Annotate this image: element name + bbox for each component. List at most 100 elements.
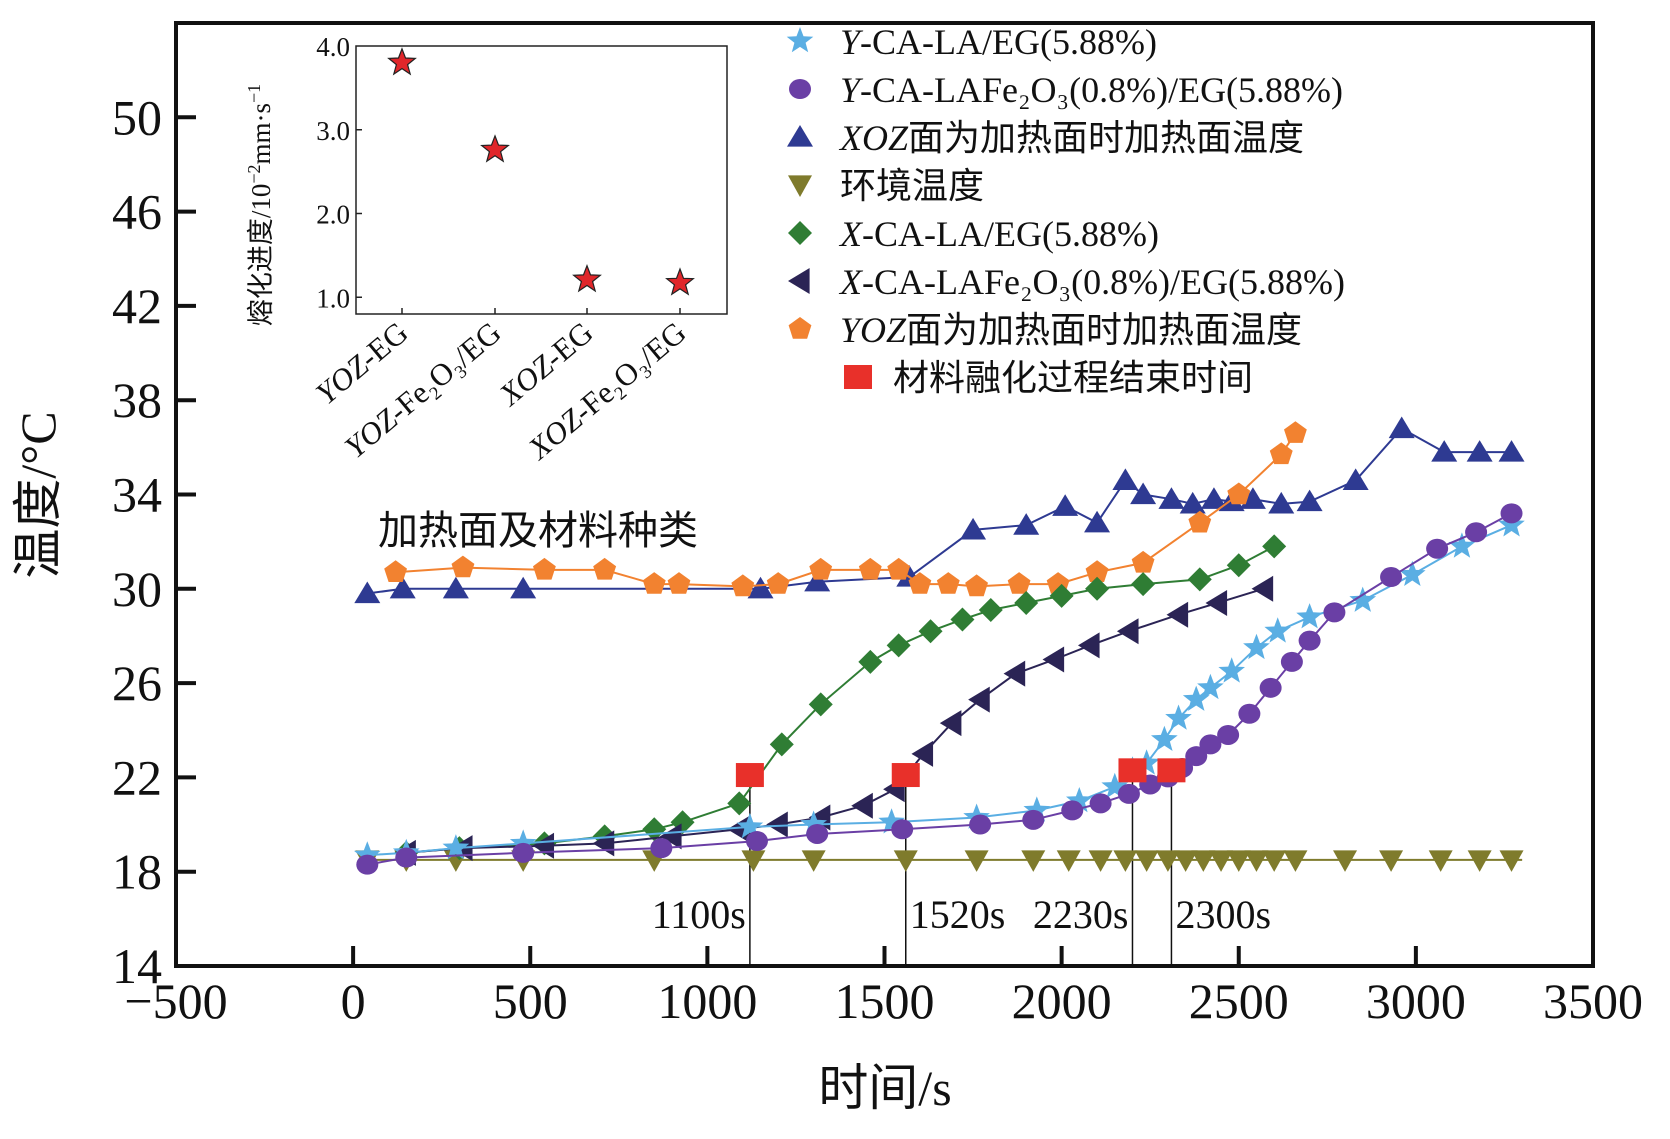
data-point [1061,800,1084,821]
data-point [936,572,960,594]
data-point [1349,586,1377,612]
data-point [1112,468,1139,490]
legend-label: YOZ面为加热面时加热面温度 [840,310,1302,350]
legend-item: 环境温度 [788,166,984,206]
x-tick-label: 2000 [1012,973,1112,1029]
data-point [809,557,833,580]
annotation-heating-face: 加热面及材料种类 [378,508,698,553]
data-point [887,557,911,580]
legend-marker-diamond [788,221,812,245]
data-point [1226,553,1251,578]
data-point [1179,491,1206,514]
data-point [1188,510,1212,533]
y-tick-label: 38 [112,372,162,428]
data-point [1066,787,1093,813]
melt-end-marker [1157,758,1186,783]
data-point [1166,601,1189,628]
data-point [1269,442,1293,465]
data-point [1239,487,1266,509]
data-point [1155,850,1180,872]
data-point [642,572,666,594]
legend-label: 环境温度 [840,166,984,206]
data-point [354,581,381,604]
y-axis: 14 18 22 26 30 34 38 42 46 50 [112,89,196,994]
melt-end-marker [735,763,764,788]
x-axis: −500 0 500 1000 1500 2000 2500 3000 3500 [124,946,1643,1029]
data-point [1498,440,1525,462]
y-tick-label: 50 [112,89,162,145]
data-point [1158,487,1185,509]
data-point [1448,532,1476,558]
data-point [442,834,470,860]
data-point [1296,489,1323,512]
data-point [659,823,682,850]
data-point [908,572,932,594]
data-point [964,850,989,872]
data-point [1185,746,1208,767]
data-point [1296,603,1323,629]
data-point [1262,534,1287,559]
data-point [667,572,691,594]
data-point [650,838,673,859]
data-point [1014,590,1039,615]
data-point [1268,491,1295,514]
data-point [1298,630,1321,651]
legend-item: Y-CA-LA/EG(5.88%) [786,22,1157,62]
inset-y-tick-label: 2.0 [316,200,350,230]
x-axis-title: 时间/s [818,1060,951,1116]
data-point [1101,772,1129,799]
main-plot: −500 0 500 1000 1500 2000 2500 3000 3500 14 18 22 2… [10,21,1643,1116]
data-point [1500,503,1523,524]
data-point [1131,550,1155,573]
legend-marker-square [844,365,872,389]
data-point [1042,646,1065,673]
data-point [858,557,882,580]
data-point [1379,850,1404,872]
melt-end-label: 2300s [1175,892,1271,937]
data-point [356,854,379,875]
data-point [769,732,794,757]
y-tick-label: 22 [112,749,162,805]
data-point [1187,567,1212,592]
data-point [766,811,788,838]
inset-y-tick-label: 3.0 [316,116,350,146]
data-point [1209,850,1234,872]
data-point [1200,487,1227,509]
series-layer [354,416,1525,875]
data-point [741,850,766,872]
inset-data-point [572,264,602,293]
x-tick-label: 3500 [1543,973,1643,1029]
series-y-ca-la-eg [354,511,1525,867]
inset-data-point [387,47,417,76]
y-tick-label: 34 [112,467,162,523]
data-point [745,831,768,852]
data-point [1197,673,1224,700]
legend-item: YOZ面为加热面时加热面温度 [788,310,1302,350]
data-point [950,607,975,632]
melt-end-marker [1118,758,1147,783]
inset-y-tick-label: 1.0 [316,283,350,313]
legend-label: Y-CA-LA/EG(5.88%) [840,22,1157,62]
data-point [1205,589,1228,616]
inset-data-point [480,134,510,163]
data-point [939,710,962,737]
series-yoz-heating-face [384,421,1307,597]
data-point [1199,734,1222,755]
legend-marker-triangle-down [788,175,812,197]
data-point [1466,440,1493,462]
data-point [1130,482,1157,505]
data-point [1218,657,1245,683]
data-point [1226,850,1251,872]
x-tick-label: 1500 [835,973,935,1029]
data-point [1217,724,1240,745]
data-point [389,576,416,599]
data-point [1243,633,1270,660]
data-point [442,576,469,599]
data-point [395,847,418,868]
data-point [1380,567,1403,588]
legend-item: X-CA-LA/EG(5.88%) [788,214,1159,254]
legend-marker-triangle-up [787,125,813,147]
data-point [806,823,829,844]
data-point [1428,850,1453,872]
melt-end-labels: 1100s 1520s 2230s 2300s [652,892,1271,937]
